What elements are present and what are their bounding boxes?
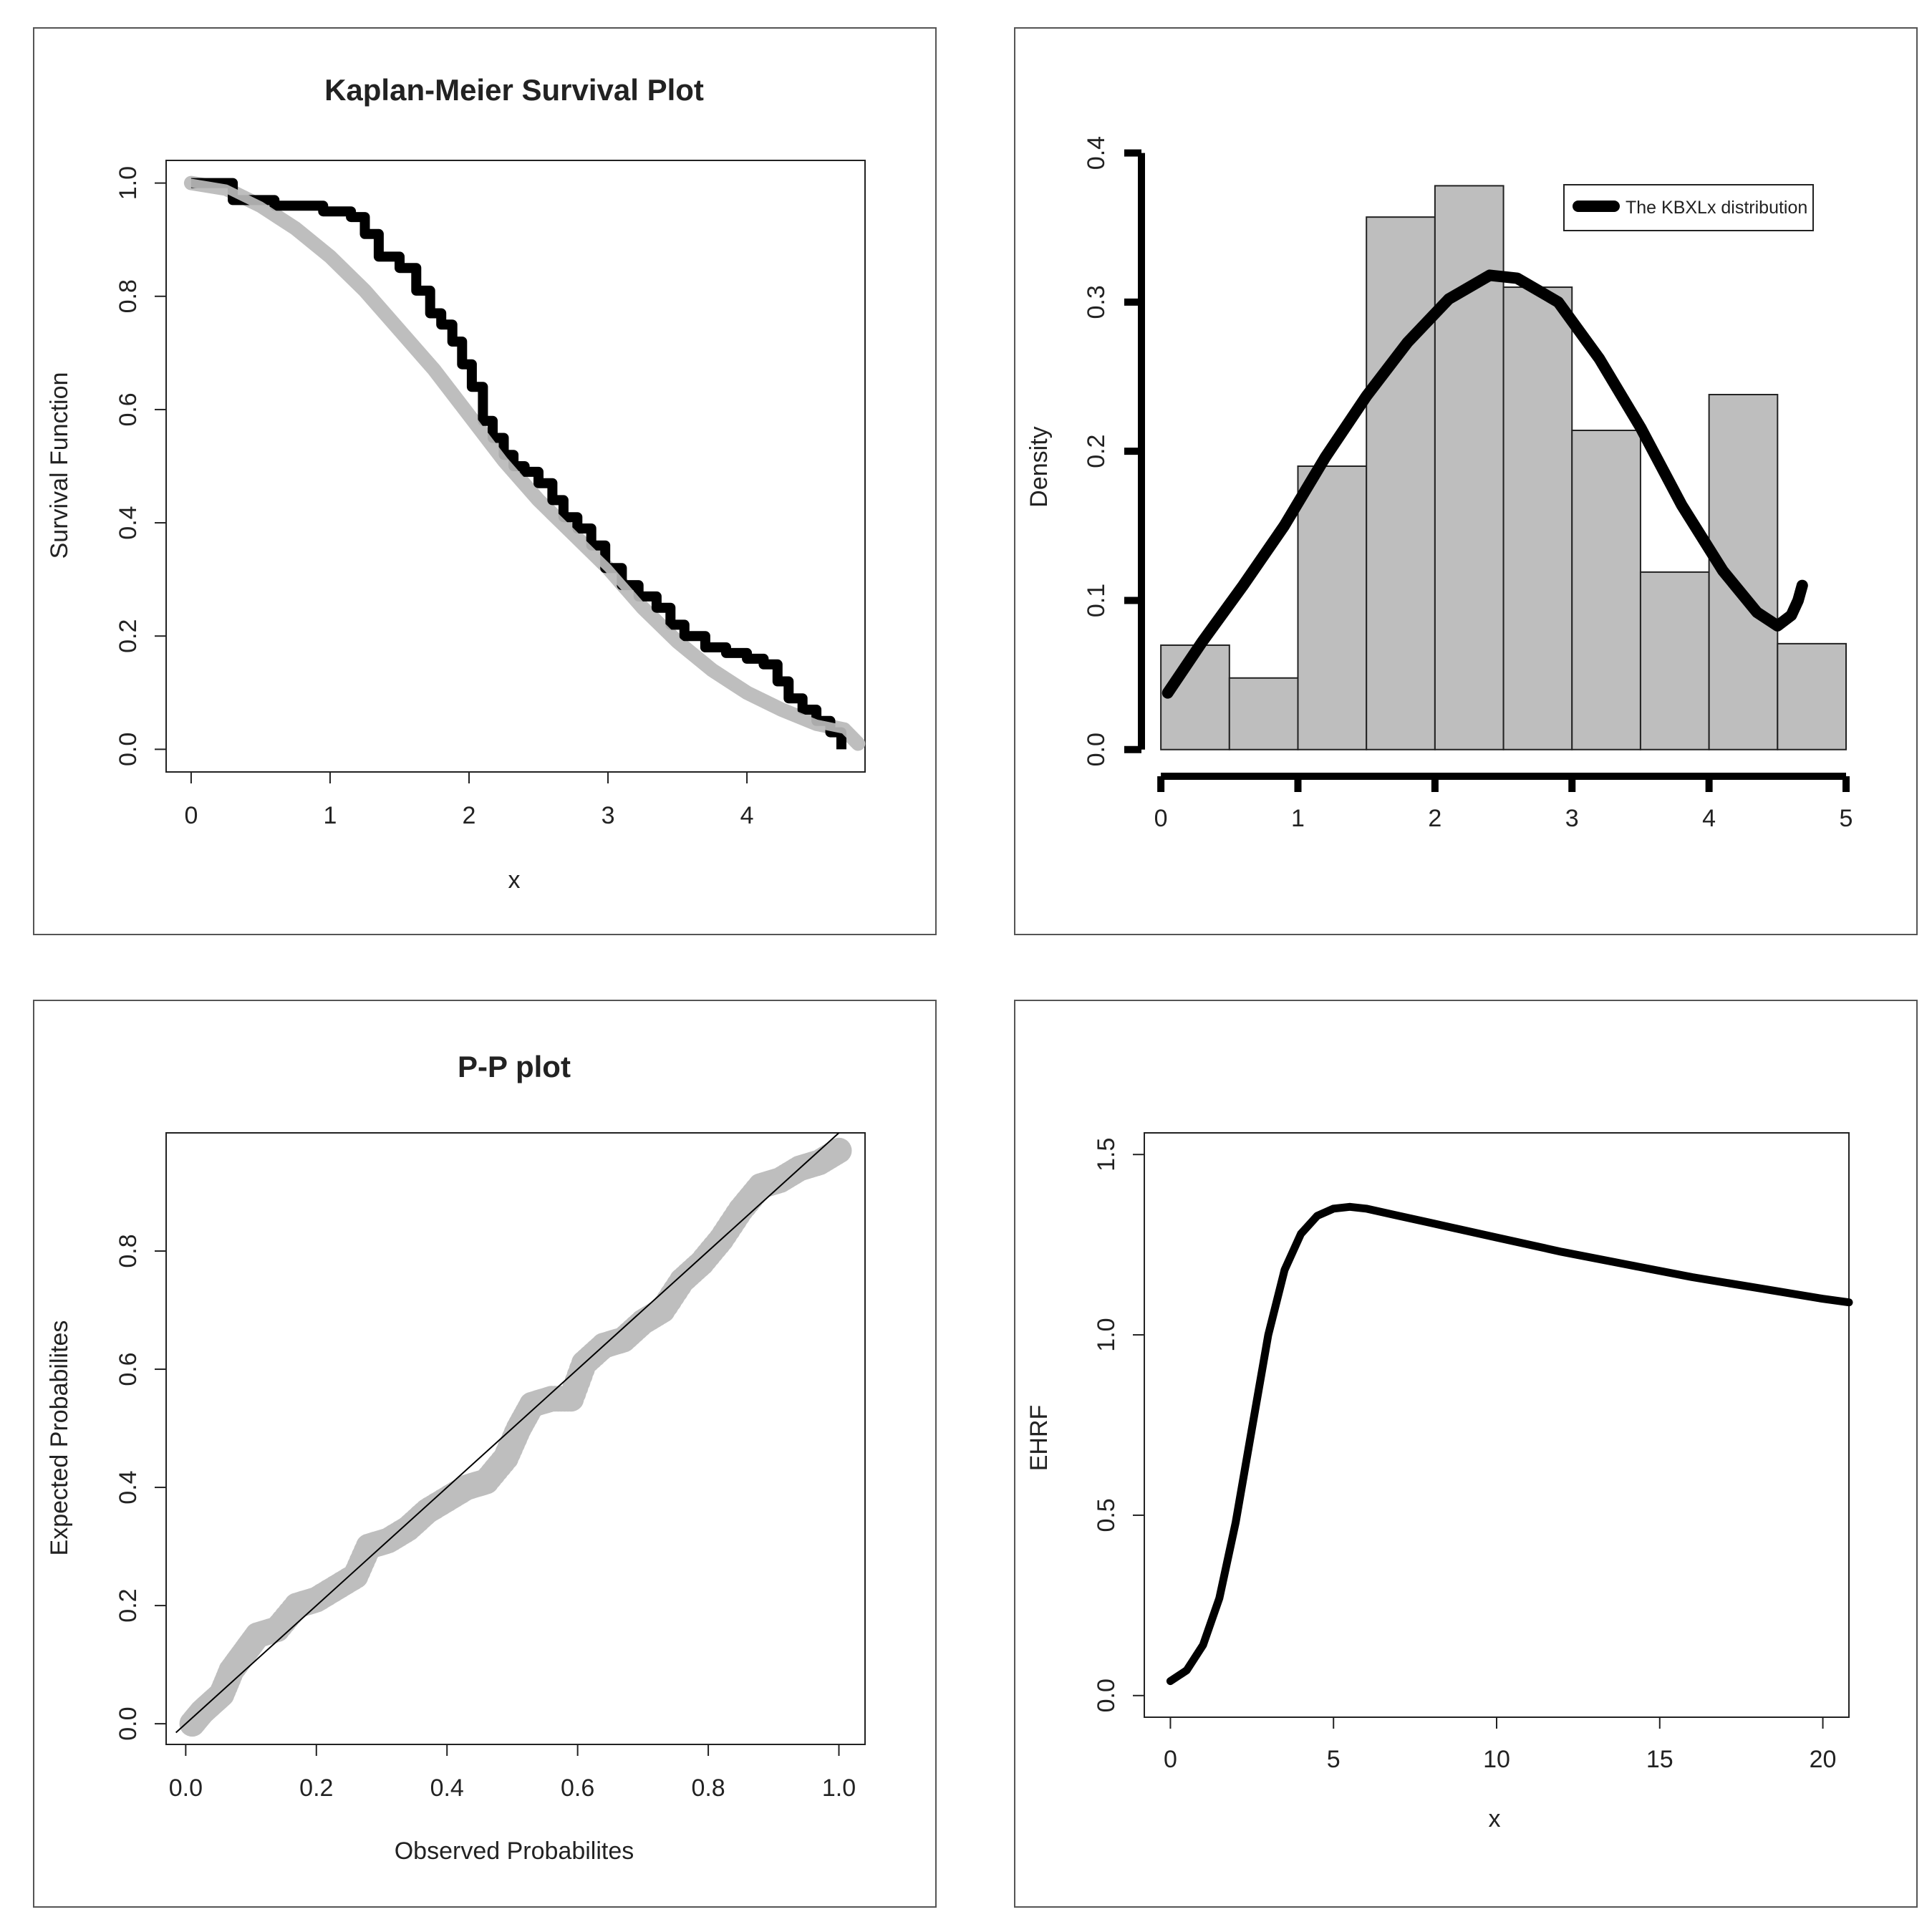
- x-tick-label: 0: [184, 802, 198, 829]
- x-tick-label: 20: [1810, 1746, 1837, 1773]
- histogram-panel: 0 1 2 3 4 5 0.0 0.1 0.2 0.3 0.4 Density The KBXLx …: [1014, 27, 1918, 935]
- fitted-survival-curve-overlay: [186, 178, 863, 748]
- chart-title: Kaplan-Meier Survival Plot: [324, 73, 704, 107]
- y-tick-label: 0.4: [115, 1470, 142, 1504]
- pp-panel: P-P plot 0.0 0.2 0.4 0.6 0.8 1.0 0.0 0.2 0.4 0.6 0…: [33, 1000, 937, 1908]
- x-tick-label: 1: [324, 802, 337, 829]
- x-tick-label: 3: [602, 802, 615, 829]
- x-tick-label: 15: [1646, 1746, 1673, 1773]
- x-tick-label: 0.2: [299, 1774, 333, 1802]
- plot-frame: [165, 1132, 866, 1745]
- y-tick-label: 0.0: [1093, 1679, 1120, 1712]
- x-tick-label: 5: [1840, 805, 1853, 832]
- y-tick-label: 0.1: [1083, 584, 1110, 617]
- y-tick-label: 0.4: [1083, 136, 1110, 170]
- y-axis-label: Expected Probabilites: [46, 1320, 73, 1556]
- x-tick-label: 4: [740, 802, 754, 829]
- y-tick-label: 0.5: [1093, 1498, 1120, 1532]
- y-tick-label: 1.0: [115, 166, 142, 200]
- chart-title: P-P plot: [458, 1050, 571, 1083]
- x-tick-label: 1: [1291, 805, 1305, 832]
- pp-point: [826, 1137, 852, 1164]
- y-tick-label: 0.2: [115, 1588, 142, 1622]
- x-tick-label: 2: [1428, 805, 1441, 832]
- x-tick-label: 0.0: [169, 1774, 203, 1802]
- x-tick-label: 0: [1154, 805, 1168, 832]
- histogram-bar: [1297, 465, 1368, 750]
- km-chart: Kaplan-Meier Survival Plot 0 1 2 3 4 0.0 0.2 0.…: [46, 73, 866, 894]
- x-axis-label: x: [1489, 1805, 1501, 1833]
- y-tick-label: 0.0: [1083, 733, 1110, 766]
- histogram-bar: [1571, 430, 1641, 750]
- ehrf-chart: 0 5 10 15 20 0.0 0.5 1.0 1.5 x EHRF: [1025, 1132, 1853, 1833]
- km-step-curve: [190, 178, 846, 750]
- pp-chart: P-P plot 0.0 0.2 0.4 0.6 0.8 1.0 0.0 0.2 0.4 0.6 0…: [46, 1050, 866, 1865]
- histogram-chart: 0 1 2 3 4 5 0.0 0.1 0.2 0.3 0.4 Density The KBXLx …: [1025, 136, 1853, 832]
- y-tick-label: 0.4: [115, 506, 142, 539]
- histogram-bar: [1639, 571, 1710, 750]
- x-tick-label: 3: [1565, 805, 1579, 832]
- y-tick-label: 0.6: [115, 392, 142, 426]
- x-tick-label: 4: [1702, 805, 1716, 832]
- x-tick-label: 0.6: [561, 1774, 594, 1802]
- y-axis-label: Density: [1025, 426, 1053, 507]
- x-tick-label: 0.8: [691, 1774, 725, 1802]
- y-axis-label: EHRF: [1025, 1405, 1053, 1472]
- x-tick-label: 2: [463, 802, 476, 829]
- y-tick-label: 1.0: [1093, 1318, 1120, 1351]
- y-tick-label: 0.3: [1083, 285, 1110, 319]
- y-axis-label: Survival Function: [46, 372, 73, 559]
- y-tick-label: 1.5: [1093, 1138, 1120, 1172]
- y-tick-label: 0.8: [115, 1234, 142, 1267]
- histogram-bar: [1228, 677, 1299, 750]
- reference-line: [175, 1132, 840, 1734]
- y-tick-label: 0.6: [115, 1352, 142, 1386]
- x-tick-label: 5: [1327, 1746, 1341, 1773]
- density-curve: [1161, 269, 1808, 699]
- x-tick-label: 1.0: [822, 1774, 856, 1802]
- x-axis-label: Observed Probabilites: [395, 1838, 634, 1865]
- y-tick-label: 0.2: [115, 619, 142, 653]
- x-tick-label: 0.4: [430, 1774, 464, 1802]
- ehrf-curve: [1166, 1202, 1853, 1686]
- legend: The KBXLx distribution: [1563, 184, 1814, 231]
- y-tick-label: 0.8: [115, 279, 142, 313]
- y-tick-label: 0.0: [115, 733, 142, 766]
- y-tick-label: 0.0: [115, 1706, 142, 1740]
- km-panel: Kaplan-Meier Survival Plot 0 1 2 3 4 0.0 0.2 0.…: [33, 27, 937, 935]
- ehrf-panel: 0 5 10 15 20 0.0 0.5 1.0 1.5 x EHRF: [1014, 1000, 1918, 1908]
- x-axis-label: x: [508, 866, 521, 894]
- plot-frame: [165, 160, 866, 773]
- histogram-bar: [1502, 286, 1573, 750]
- x-tick-label: 10: [1483, 1746, 1510, 1773]
- legend-label: The KBXLx distribution: [1626, 198, 1807, 218]
- histogram-bar: [1777, 642, 1847, 750]
- x-tick-label: 0: [1164, 1746, 1177, 1773]
- y-tick-label: 0.2: [1083, 435, 1110, 468]
- histogram-bar: [1366, 216, 1436, 750]
- histogram-bar: [1160, 644, 1230, 750]
